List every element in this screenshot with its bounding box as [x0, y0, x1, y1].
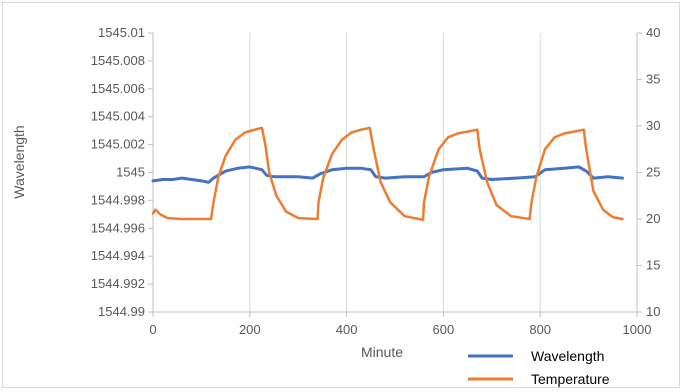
axis-layer: 1544.99 1544.992 1544.994 1544.996 1544.998 1…	[91, 25, 661, 337]
y2-tick-label: 15	[646, 258, 660, 273]
y2-tick-label: 40	[646, 25, 660, 40]
chart-svg: 1544.99 1544.992 1544.994 1544.996 1544.998 1…	[11, 25, 661, 387]
y2-tick-label: 25	[646, 165, 660, 180]
y-axis-title: Wavelength	[11, 125, 27, 198]
y-tick-label: 1544.998	[91, 192, 145, 207]
legend-label-temperature: Temperature	[531, 371, 610, 387]
y2-tick-label: 30	[646, 118, 660, 133]
y-tick-label: 1545	[116, 165, 145, 180]
y-tick-label: 1544.992	[91, 276, 145, 291]
y2-tick-label: 20	[646, 211, 660, 226]
x-tick-label: 600	[433, 322, 455, 337]
legend-label-wavelength: Wavelength	[531, 348, 604, 364]
chart-frame: 1544.99 1544.992 1544.994 1544.996 1544.998 1…	[2, 2, 680, 388]
y-tick-label: 1544.99	[98, 304, 145, 319]
y2-tick-label: 10	[646, 304, 660, 319]
x-tick-label: 0	[149, 322, 156, 337]
y-tick-label: 1544.996	[91, 220, 145, 235]
y-tick-label: 1545.008	[91, 53, 145, 68]
y-tick-label: 1545.004	[91, 109, 145, 124]
x-tick-label: 1000	[623, 322, 652, 337]
y-tick-label: 1545.002	[91, 137, 145, 152]
x-tick-label: 800	[529, 322, 551, 337]
y-tick-label: 1545.01	[98, 25, 145, 40]
x-tick-label: 400	[336, 322, 358, 337]
y2-tick-label: 35	[646, 72, 660, 87]
series-line-wavelength	[151, 165, 624, 184]
y-tick-label: 1545.006	[91, 81, 145, 96]
series-line-temperature	[151, 126, 624, 222]
y-tick-label: 1544.994	[91, 248, 145, 263]
legend: Wavelength Temperature	[468, 348, 610, 387]
x-axis-title: Minute	[361, 344, 403, 360]
series-layer	[151, 126, 624, 222]
x-tick-label: 200	[239, 322, 261, 337]
